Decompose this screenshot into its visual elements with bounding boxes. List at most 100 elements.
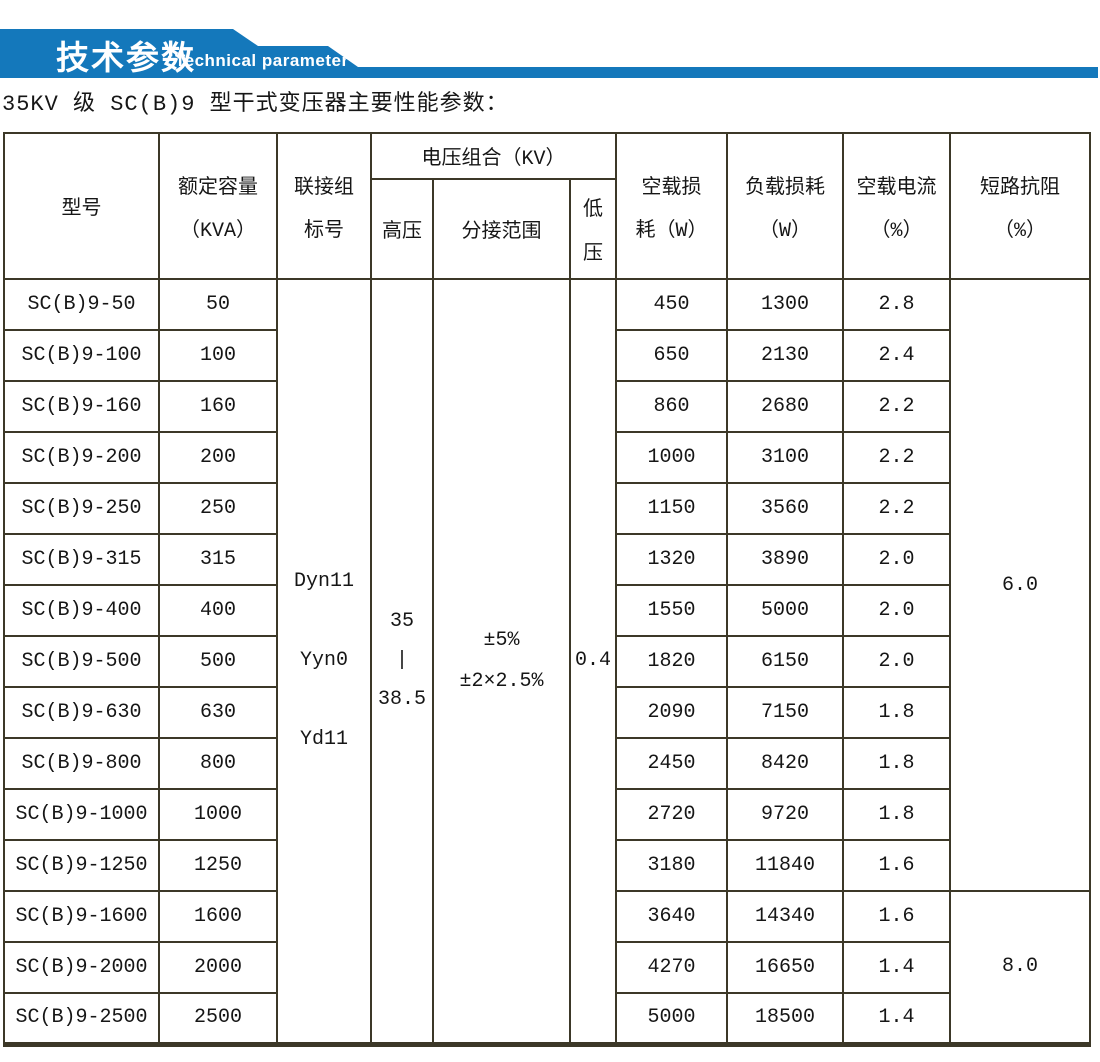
- col-header-capacity: 额定容量 （KVA）: [158, 132, 278, 280]
- cell-load-loss: 2680: [726, 380, 844, 433]
- cell-no-load-current: 2.2: [842, 482, 951, 535]
- table-row: SC(B)9-2000 2000 4270 16650 1.4: [3, 941, 1090, 994]
- cell-no-load-current: 1.8: [842, 737, 951, 790]
- cell-no-load-loss: 650: [615, 329, 728, 382]
- cell-no-load-loss: 1550: [615, 584, 728, 637]
- col-header-vector-group: 联接组 标号: [276, 132, 372, 280]
- vector-group-value: Dyn11: [293, 570, 354, 594]
- tap-range-value: ±5%: [483, 628, 520, 652]
- cell-no-load-loss: 450: [615, 278, 728, 331]
- table-row: SC(B)9-315 315 1320 3890 2.0: [3, 533, 1090, 586]
- hv-value: 35: [389, 610, 414, 634]
- table-row: SC(B)9-630 630 2090 7150 1.8: [3, 686, 1090, 739]
- cell-no-load-current: 2.2: [842, 380, 951, 433]
- col-header-load-loss: 负载损耗 （W）: [726, 132, 844, 280]
- vector-group-value: Yyn0: [299, 649, 348, 673]
- cell-kva: 400: [158, 584, 278, 637]
- cell-tap-range: ±5% ±2×2.5%: [432, 278, 571, 1045]
- col-header-tap-range: 分接范围: [432, 178, 571, 280]
- cell-load-loss: 2130: [726, 329, 844, 382]
- table-row: SC(B)9-50 50 Dyn11 Yyn0 Yd11 35 | 38.5 ±…: [3, 278, 1091, 1045]
- parameters-table: 型号 额定容量 （KVA） 联接组 标号 电压组合（KV） 空载损 耗（W）: [3, 132, 1091, 1047]
- cell-no-load-current: 2.4: [842, 329, 951, 382]
- hv-range-bar: |: [395, 649, 408, 673]
- capacity-label-line2: （KVA）: [179, 219, 256, 243]
- cell-load-loss: 8420: [726, 737, 844, 790]
- no-load-loss-label-line2: 耗（W）: [635, 219, 708, 243]
- cell-no-load-current: 2.0: [842, 533, 951, 586]
- cell-model: SC(B)9-500: [3, 635, 160, 688]
- col-header-model: 型号: [3, 132, 160, 280]
- cell-model: SC(B)9-200: [3, 431, 160, 484]
- cell-model: SC(B)9-100: [3, 329, 160, 382]
- tap-range-value: ±2×2.5%: [459, 669, 544, 693]
- col-header-impedance: 短路抗阻 （%）: [949, 132, 1091, 280]
- cell-load-loss: 16650: [726, 941, 844, 994]
- cell-model: SC(B)9-800: [3, 737, 160, 790]
- table-row: SC(B)9-500 500 1820 6150 2.0: [3, 635, 1090, 688]
- col-header-voltage-combo: 电压组合（KV）: [370, 132, 617, 180]
- no-load-current-label-line1: 空载电流: [856, 176, 937, 200]
- cell-model: SC(B)9-2000: [3, 941, 160, 994]
- cell-kva: 200: [158, 431, 278, 484]
- capacity-label-line1: 额定容量: [178, 176, 258, 200]
- cell-kva: 100: [158, 329, 278, 382]
- col-header-lv: 低 压: [569, 178, 617, 280]
- cell-no-load-loss: 860: [615, 380, 728, 433]
- cell-model: SC(B)9-1250: [3, 839, 160, 892]
- col-header-no-load-loss: 空载损 耗（W）: [615, 132, 728, 280]
- cell-no-load-loss: 1820: [615, 635, 728, 688]
- cell-no-load-loss: 2090: [615, 686, 728, 739]
- col-header-hv: 高压: [370, 178, 434, 280]
- cell-load-loss: 6150: [726, 635, 844, 688]
- table-row: SC(B)9-800 800 2450 8420 1.8: [3, 737, 1090, 790]
- cell-no-load-current: 2.8: [842, 278, 951, 331]
- cell-no-load-current: 2.0: [842, 584, 951, 637]
- cell-model: SC(B)9-160: [3, 380, 160, 433]
- cell-load-loss: 3890: [726, 533, 844, 586]
- hv-value: 38.5: [377, 688, 426, 712]
- table-row: SC(B)9-1250 1250 3180 11840 1.6: [3, 839, 1090, 892]
- col-header-no-load-current: 空载电流 （%）: [842, 132, 951, 280]
- cell-lv: 0.4: [569, 278, 617, 1045]
- impedance-label-line2: （%）: [993, 219, 1046, 243]
- banner-ribbon-shape: [0, 29, 1098, 78]
- cell-impedance-8: 8.0: [949, 890, 1091, 1045]
- vector-label-line2: 标号: [304, 219, 344, 243]
- cell-load-loss: 14340: [726, 890, 844, 943]
- cell-no-load-current: 1.6: [842, 890, 951, 943]
- cell-no-load-loss: 5000: [615, 992, 728, 1045]
- cell-model: SC(B)9-400: [3, 584, 160, 637]
- cell-model: SC(B)9-2500: [3, 992, 160, 1045]
- cell-kva: 500: [158, 635, 278, 688]
- cell-no-load-loss: 1150: [615, 482, 728, 535]
- cell-kva: 630: [158, 686, 278, 739]
- cell-load-loss: 11840: [726, 839, 844, 892]
- cell-kva: 1000: [158, 788, 278, 841]
- cell-no-load-loss: 1000: [615, 431, 728, 484]
- cell-no-load-current: 1.8: [842, 686, 951, 739]
- cell-no-load-current: 2.2: [842, 431, 951, 484]
- cell-kva: 2000: [158, 941, 278, 994]
- banner-title-en: Technical parameter: [175, 51, 349, 70]
- cell-load-loss: 7150: [726, 686, 844, 739]
- cell-load-loss: 1300: [726, 278, 844, 331]
- cell-kva: 2500: [158, 992, 278, 1045]
- impedance-label-line1: 短路抗阻: [980, 176, 1060, 200]
- table-row: SC(B)9-200 200 1000 3100 2.2: [3, 431, 1090, 484]
- cell-no-load-loss: 3180: [615, 839, 728, 892]
- cell-impedance-6: 6.0: [949, 278, 1091, 892]
- load-loss-label-line1: 负载损耗: [745, 176, 825, 200]
- cell-kva: 160: [158, 380, 278, 433]
- cell-load-loss: 3560: [726, 482, 844, 535]
- no-load-current-label-line2: （%）: [870, 219, 923, 243]
- cell-no-load-loss: 4270: [615, 941, 728, 994]
- cell-kva: 50: [158, 278, 278, 331]
- lv-label-line1: 低: [583, 199, 603, 222]
- section-banner: 技术参数 Technical parameter: [0, 0, 1100, 85]
- cell-kva: 800: [158, 737, 278, 790]
- table-row: SC(B)9-1600 1600 3640 14340 1.6 8.0: [3, 890, 1091, 1045]
- cell-model: SC(B)9-1600: [3, 890, 160, 943]
- vector-group-value: Yd11: [299, 728, 348, 752]
- cell-model: SC(B)9-315: [3, 533, 160, 586]
